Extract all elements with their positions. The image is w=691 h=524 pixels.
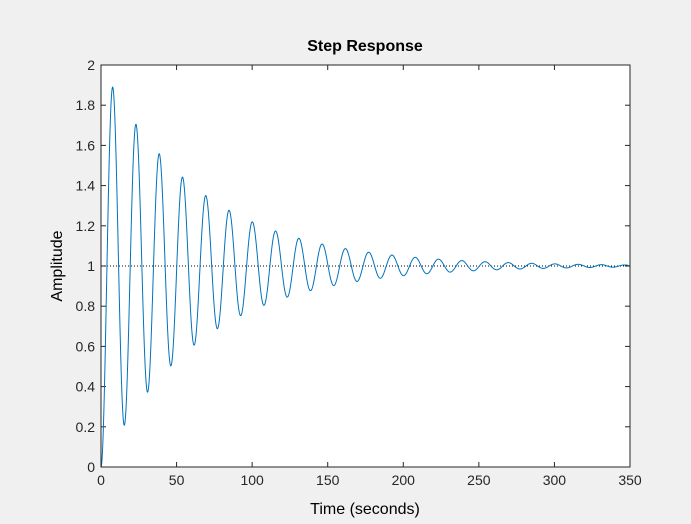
x-axis-ticks: 0 50 100 150 200 250 300 350 bbox=[97, 65, 642, 488]
x-tick-label: 0 bbox=[97, 472, 105, 488]
y-tick-label: 2 bbox=[87, 57, 95, 73]
x-tick-label: 250 bbox=[467, 472, 491, 488]
x-tick-label: 300 bbox=[543, 472, 567, 488]
y-axis-title: Amplitude bbox=[49, 230, 66, 301]
y-tick-label: 1.8 bbox=[76, 97, 96, 113]
y-tick-label: 1.4 bbox=[76, 178, 96, 194]
x-tick-label: 350 bbox=[618, 472, 642, 488]
y-tick-label: 0.8 bbox=[76, 298, 96, 314]
x-axis-title: Time (seconds) bbox=[310, 501, 420, 518]
y-tick-label: 0.2 bbox=[76, 419, 96, 435]
y-tick-label: 0 bbox=[87, 459, 95, 475]
y-axis-ticks: 0 0.2 0.4 0.6 0.8 1 1.2 1.4 1.6 1.8 2 bbox=[76, 57, 630, 475]
x-tick-label: 100 bbox=[240, 472, 264, 488]
chart-title: Step Response bbox=[307, 38, 423, 55]
y-tick-label: 0.4 bbox=[76, 379, 96, 395]
x-tick-label: 200 bbox=[392, 472, 416, 488]
x-tick-label: 50 bbox=[169, 472, 185, 488]
axes-box bbox=[100, 64, 631, 468]
y-tick-label: 1.6 bbox=[76, 137, 96, 153]
y-tick-label: 1 bbox=[87, 258, 95, 274]
step-response-line bbox=[100, 86, 631, 468]
x-tick-label: 150 bbox=[316, 472, 340, 488]
y-tick-label: 0.6 bbox=[76, 338, 96, 354]
y-tick-label: 1.2 bbox=[76, 218, 96, 234]
